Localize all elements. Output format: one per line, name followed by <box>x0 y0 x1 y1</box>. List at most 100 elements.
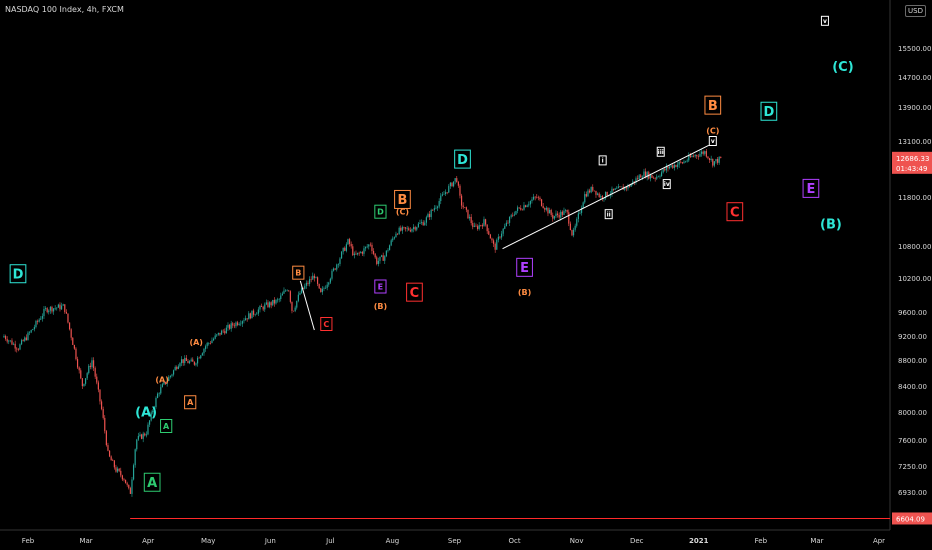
candle-body <box>390 240 392 246</box>
candle-body <box>556 213 559 216</box>
candle-body <box>54 308 56 309</box>
candle-body <box>217 332 219 335</box>
wave-label: A <box>187 398 194 407</box>
candle-body <box>427 214 429 218</box>
candle-body <box>235 322 237 327</box>
candle-body <box>278 299 280 300</box>
candle-body <box>123 479 125 480</box>
candle-body <box>507 222 509 224</box>
candle-body <box>236 322 239 325</box>
candle-body <box>651 175 653 178</box>
candle-body <box>486 224 488 232</box>
candle-body <box>25 337 27 341</box>
candle-body <box>230 323 232 329</box>
candle-body <box>52 308 55 312</box>
wave-label: iii <box>658 149 664 156</box>
candle-body <box>262 306 264 310</box>
candle-body <box>97 382 99 390</box>
candle-body <box>158 393 160 395</box>
candle-body <box>624 186 626 190</box>
candle-body <box>360 251 362 253</box>
candle-body <box>710 158 712 160</box>
candle-body <box>443 194 445 195</box>
candle-body <box>457 182 459 186</box>
candle-body <box>515 210 517 215</box>
candle-body <box>526 205 528 208</box>
candle-body <box>545 207 547 210</box>
candle-body <box>44 308 47 310</box>
y-tick-label: 6930.00 <box>898 489 927 497</box>
candle-body <box>187 360 189 364</box>
candle-body <box>86 373 88 379</box>
candle-body <box>75 348 77 360</box>
candle-body <box>643 171 645 177</box>
candle-body <box>587 190 589 197</box>
candle-body <box>414 227 416 230</box>
y-tick-label: 8000.00 <box>898 409 927 417</box>
candle-body <box>395 233 397 238</box>
candle-body <box>188 361 191 364</box>
candle-body <box>513 214 515 216</box>
candle-body <box>280 295 282 300</box>
candle-body <box>574 225 576 230</box>
candle-body <box>432 209 434 211</box>
candle-body <box>273 299 275 304</box>
candle-body <box>352 246 354 256</box>
candle-body <box>113 460 115 468</box>
wave-label: E <box>806 182 815 197</box>
candle-body <box>476 226 479 229</box>
candle-body <box>564 210 567 211</box>
wave-label: B <box>295 269 301 278</box>
candle-body <box>633 181 635 183</box>
candle-body <box>27 332 29 341</box>
candle-body <box>329 278 331 283</box>
currency-badge[interactable]: USD <box>905 5 926 17</box>
wave-label-box <box>704 95 722 115</box>
candle-body <box>347 239 349 245</box>
candle-body <box>665 166 667 171</box>
candle-body <box>59 304 61 310</box>
candle-body <box>504 226 506 229</box>
candle-body <box>177 366 179 369</box>
candle-body <box>403 227 405 228</box>
candle-body <box>91 360 93 368</box>
candle-body <box>628 185 631 187</box>
y-tick-label: 9600.00 <box>898 309 927 317</box>
candle-body <box>344 247 346 251</box>
candle-body <box>678 161 680 165</box>
candle-body <box>155 398 157 408</box>
candle-body <box>318 283 320 289</box>
candle-body <box>433 208 435 211</box>
candle-body <box>459 185 461 196</box>
wave-label-box <box>820 15 829 26</box>
candle-body <box>96 376 98 383</box>
wave-label-box <box>374 204 387 219</box>
candle-body <box>448 186 450 193</box>
candle-body <box>540 199 543 206</box>
candle-body <box>308 279 311 284</box>
candle-body <box>171 374 173 376</box>
x-tick-label: May <box>201 537 215 545</box>
candle-body <box>579 212 581 214</box>
candle-body <box>484 219 487 225</box>
candle-body <box>680 161 682 163</box>
candle-body <box>547 207 549 214</box>
candle-body <box>94 368 96 377</box>
candle-body <box>376 257 378 264</box>
candle-body <box>364 246 367 249</box>
candle-body <box>363 248 365 254</box>
candle-body <box>502 228 504 234</box>
bar-countdown: 01:43:49 <box>896 165 927 173</box>
candle-body <box>576 219 578 226</box>
wave-label: A <box>163 422 170 431</box>
candle-body <box>36 320 39 322</box>
candle-body <box>78 367 80 371</box>
candle-body <box>115 467 117 472</box>
candle-body <box>3 336 5 338</box>
candle-body <box>300 287 303 294</box>
support-price-value: 6604.09 <box>896 515 925 523</box>
candle-body <box>438 201 440 207</box>
candle-body <box>449 182 451 187</box>
candle-body <box>219 332 221 335</box>
